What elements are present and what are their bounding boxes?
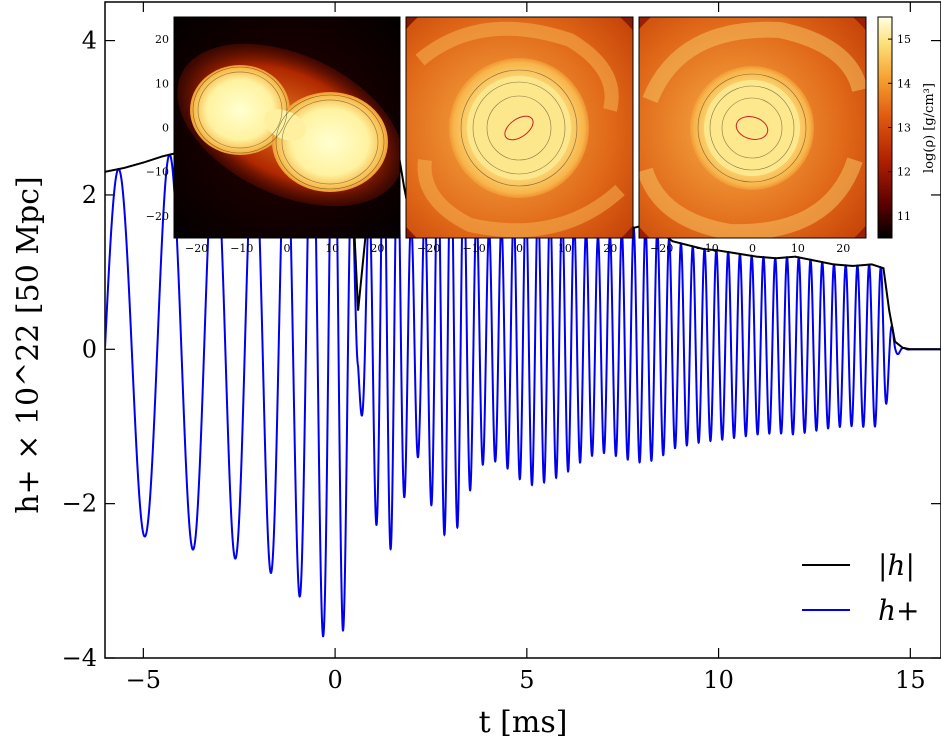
legend: |h| h+ <box>802 549 920 627</box>
y-tick-label: −2 <box>62 490 97 518</box>
colorbar-tick-label: 12 <box>897 166 911 179</box>
inset-x-tick-label: 20 <box>603 242 617 255</box>
y-tick-label: 0 <box>82 335 97 363</box>
colorbar-label: log(ρ) [g/cm³] <box>922 83 937 173</box>
inset-x-tick-label: −10 <box>230 242 253 255</box>
density-insets: −20 −10 0 10 20 −20 −10 0 10 20 −20 −10 0 10 20 −20 −10 0… <box>146 16 937 255</box>
legend-label-h-plus: h+ <box>878 594 920 627</box>
x-axis-title: t [ms] <box>479 705 568 740</box>
inset-x-tick-label: 20 <box>370 242 384 255</box>
colorbar-tick-label: 14 <box>897 77 911 90</box>
legend-label-h-abs: |h| <box>878 549 915 582</box>
x-tick-label: 5 <box>519 666 534 694</box>
inset-x-tick-label: 10 <box>558 242 572 255</box>
x-tick-label: −5 <box>126 666 161 694</box>
y-tick-label: 4 <box>82 27 97 55</box>
inset-x-tick-label: −20 <box>417 242 440 255</box>
inset-x-tick-label: 10 <box>791 242 805 255</box>
inset-x-tick-label: −10 <box>462 242 485 255</box>
inset-x-tick-label: −20 <box>185 242 208 255</box>
colorbar-tick-label: 13 <box>897 122 911 135</box>
density-panel-3 <box>639 17 866 238</box>
y-tick-label: −4 <box>62 644 97 672</box>
x-tick-label: 15 <box>895 666 926 694</box>
inset-x-tick-label: 0 <box>516 242 523 255</box>
density-panel-1 <box>174 17 400 238</box>
inset-x-tick-label: 10 <box>325 242 339 255</box>
series-h-plus-line <box>105 44 941 638</box>
inset-x-tick-label: 20 <box>836 242 850 255</box>
inset-y-tick-label: −20 <box>146 210 169 223</box>
inset-x-tick-label: −10 <box>695 242 718 255</box>
colorbar-tick-label: 11 <box>897 210 911 223</box>
x-tick-label: 0 <box>327 666 342 694</box>
colorbar-ticks: 11 12 13 14 15 <box>888 33 911 223</box>
density-panel-2 <box>406 17 633 238</box>
inset-y-tick-label: −10 <box>146 166 169 179</box>
inset-x-tick-label: −20 <box>650 242 673 255</box>
colorbar-tick-label: 15 <box>897 33 911 46</box>
inset-y-tick-label: 20 <box>155 33 169 46</box>
inset-x-tick-label: 0 <box>284 242 291 255</box>
inset-tick-labels: −20 −10 0 10 20 −20 −10 0 10 20 −20 −10 0 10 20 −20 −10 0… <box>146 33 851 255</box>
inset-y-tick-label: 0 <box>162 122 169 135</box>
y-axis-title: h+ × 10^22 [50 Mpc] <box>11 176 46 514</box>
y-tick-label: 2 <box>82 181 97 209</box>
inset-x-tick-label: 0 <box>749 242 756 255</box>
inset-y-tick-label: 10 <box>155 77 169 90</box>
colorbar: 11 12 13 14 15 log(ρ) [g/cm³] <box>877 16 937 239</box>
x-tick-label: 10 <box>703 666 734 694</box>
